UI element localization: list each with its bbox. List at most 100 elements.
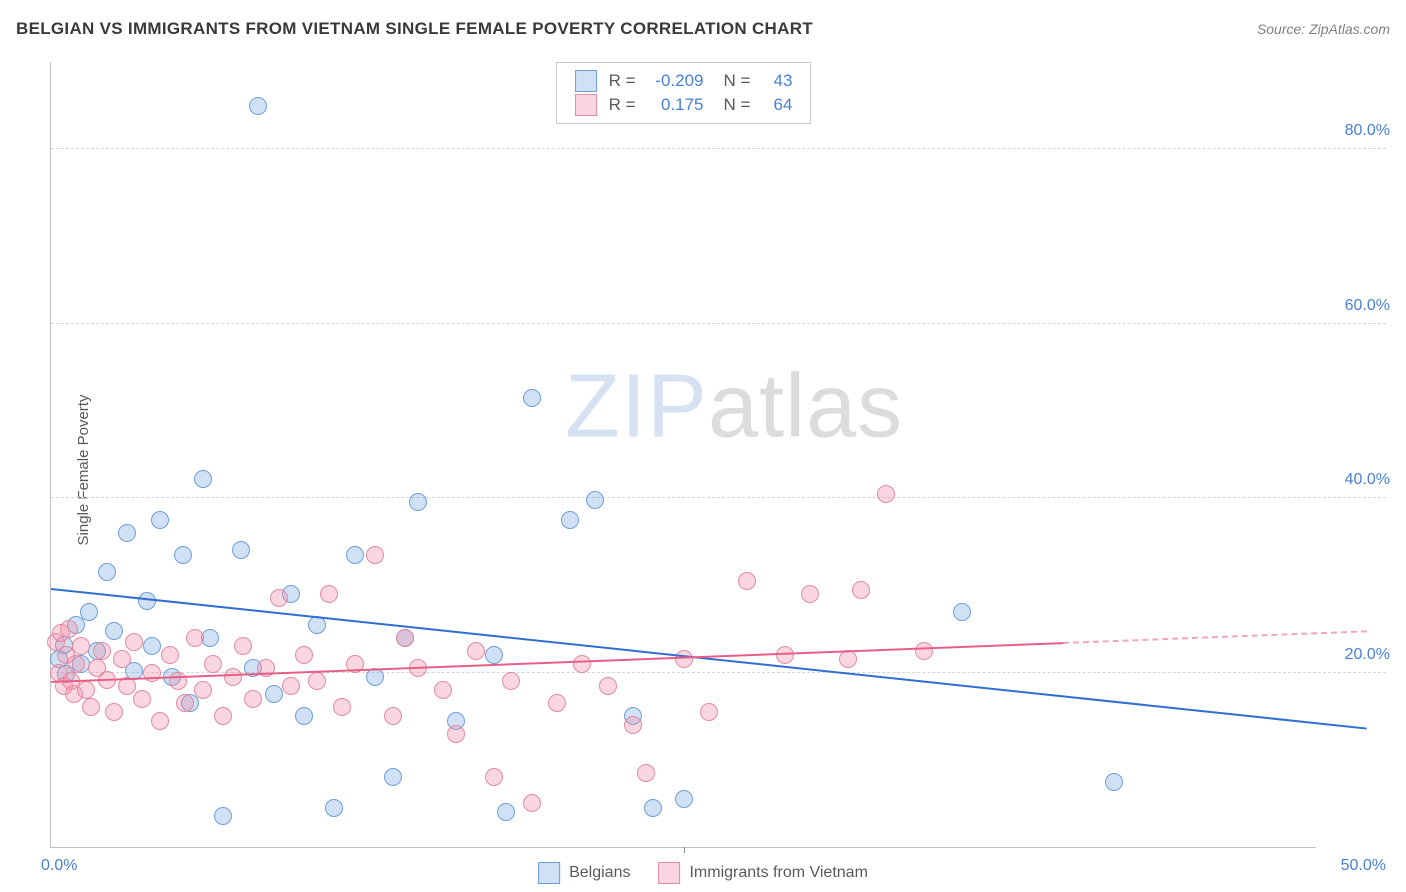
data-point-belgians — [384, 768, 402, 786]
data-point-vietnam — [624, 716, 642, 734]
data-point-vietnam — [224, 668, 242, 686]
stats-row-vietnam: R =0.175N =64 — [575, 93, 793, 117]
data-point-belgians — [295, 707, 313, 725]
y-tick-label: 20.0% — [1345, 646, 1390, 664]
legend-label: Belgians — [569, 864, 630, 882]
swatch-belgians — [575, 70, 597, 92]
stats-row-belgians: R =-0.209N =43 — [575, 69, 793, 93]
source-label: Source: ZipAtlas.com — [1257, 21, 1390, 37]
n-label: N = — [724, 71, 751, 91]
swatch-vietnam — [575, 94, 597, 116]
data-point-vietnam — [738, 572, 756, 590]
data-point-vietnam — [113, 650, 131, 668]
swatch-belgians — [538, 862, 560, 884]
data-point-belgians — [98, 563, 116, 581]
data-point-belgians — [561, 511, 579, 529]
data-point-belgians — [151, 511, 169, 529]
data-point-belgians — [174, 546, 192, 564]
data-point-vietnam — [194, 681, 212, 699]
data-point-vietnam — [176, 694, 194, 712]
header: BELGIAN VS IMMIGRANTS FROM VIETNAM SINGL… — [0, 0, 1406, 48]
chart-title: BELGIAN VS IMMIGRANTS FROM VIETNAM SINGL… — [16, 19, 813, 39]
data-point-belgians — [346, 546, 364, 564]
data-point-vietnam — [599, 677, 617, 695]
data-point-vietnam — [320, 585, 338, 603]
data-point-belgians — [1105, 773, 1123, 791]
r-label: R = — [609, 71, 636, 91]
data-point-belgians — [118, 524, 136, 542]
data-point-belgians — [232, 541, 250, 559]
x-tick-mark — [684, 847, 685, 853]
x-tick-label: 50.0% — [1341, 857, 1386, 875]
data-point-belgians — [325, 799, 343, 817]
data-point-vietnam — [133, 690, 151, 708]
data-point-vietnam — [852, 581, 870, 599]
data-point-vietnam — [447, 725, 465, 743]
data-point-vietnam — [77, 681, 95, 699]
data-point-belgians — [80, 603, 98, 621]
chart-area: Single Female Poverty ZIPatlas R =-0.209… — [0, 48, 1406, 892]
data-point-vietnam — [396, 629, 414, 647]
x-tick-label: 0.0% — [41, 857, 77, 875]
data-point-belgians — [265, 685, 283, 703]
data-point-vietnam — [548, 694, 566, 712]
n-value: 64 — [762, 95, 792, 115]
legend: Belgians Immigrants from Vietnam — [538, 862, 868, 884]
data-point-vietnam — [151, 712, 169, 730]
data-point-vietnam — [308, 672, 326, 690]
data-point-vietnam — [82, 698, 100, 716]
data-point-belgians — [194, 470, 212, 488]
gridline — [51, 497, 1386, 498]
data-point-vietnam — [333, 698, 351, 716]
data-point-vietnam — [485, 768, 503, 786]
data-point-vietnam — [839, 650, 857, 668]
gridline — [51, 148, 1386, 149]
data-point-belgians — [675, 790, 693, 808]
data-point-vietnam — [282, 677, 300, 695]
r-label: R = — [609, 95, 636, 115]
data-point-vietnam — [573, 655, 591, 673]
swatch-vietnam — [658, 862, 680, 884]
correlation-stats-box: R =-0.209N =43R =0.175N =64 — [556, 62, 812, 124]
data-point-vietnam — [93, 642, 111, 660]
data-point-vietnam — [244, 690, 262, 708]
data-point-vietnam — [105, 703, 123, 721]
y-tick-label: 60.0% — [1345, 297, 1390, 315]
data-point-belgians — [586, 491, 604, 509]
watermark-zip: ZIP — [565, 357, 708, 457]
data-point-vietnam — [60, 620, 78, 638]
data-point-vietnam — [295, 646, 313, 664]
watermark-atlas: atlas — [708, 357, 903, 457]
data-point-belgians — [138, 592, 156, 610]
data-point-vietnam — [384, 707, 402, 725]
legend-item-belgians: Belgians — [538, 862, 630, 884]
n-label: N = — [724, 95, 751, 115]
data-point-belgians — [485, 646, 503, 664]
y-tick-label: 80.0% — [1345, 122, 1390, 140]
data-point-belgians — [644, 799, 662, 817]
data-point-vietnam — [214, 707, 232, 725]
data-point-vietnam — [801, 585, 819, 603]
data-point-belgians — [409, 493, 427, 511]
data-point-vietnam — [467, 642, 485, 660]
data-point-vietnam — [125, 633, 143, 651]
data-point-vietnam — [915, 642, 933, 660]
legend-label: Immigrants from Vietnam — [689, 864, 867, 882]
r-value: -0.209 — [648, 71, 704, 91]
data-point-belgians — [497, 803, 515, 821]
data-point-vietnam — [204, 655, 222, 673]
data-point-vietnam — [67, 655, 85, 673]
legend-item-vietnam: Immigrants from Vietnam — [658, 862, 867, 884]
gridline — [51, 323, 1386, 324]
data-point-vietnam — [270, 589, 288, 607]
data-point-vietnam — [434, 681, 452, 699]
data-point-vietnam — [877, 485, 895, 503]
watermark: ZIPatlas — [565, 356, 903, 459]
data-point-vietnam — [72, 637, 90, 655]
data-point-vietnam — [700, 703, 718, 721]
data-point-vietnam — [776, 646, 794, 664]
trend-line-dash-vietnam — [1063, 630, 1367, 644]
trend-line-vietnam — [51, 642, 1063, 683]
data-point-belgians — [249, 97, 267, 115]
data-point-vietnam — [502, 672, 520, 690]
